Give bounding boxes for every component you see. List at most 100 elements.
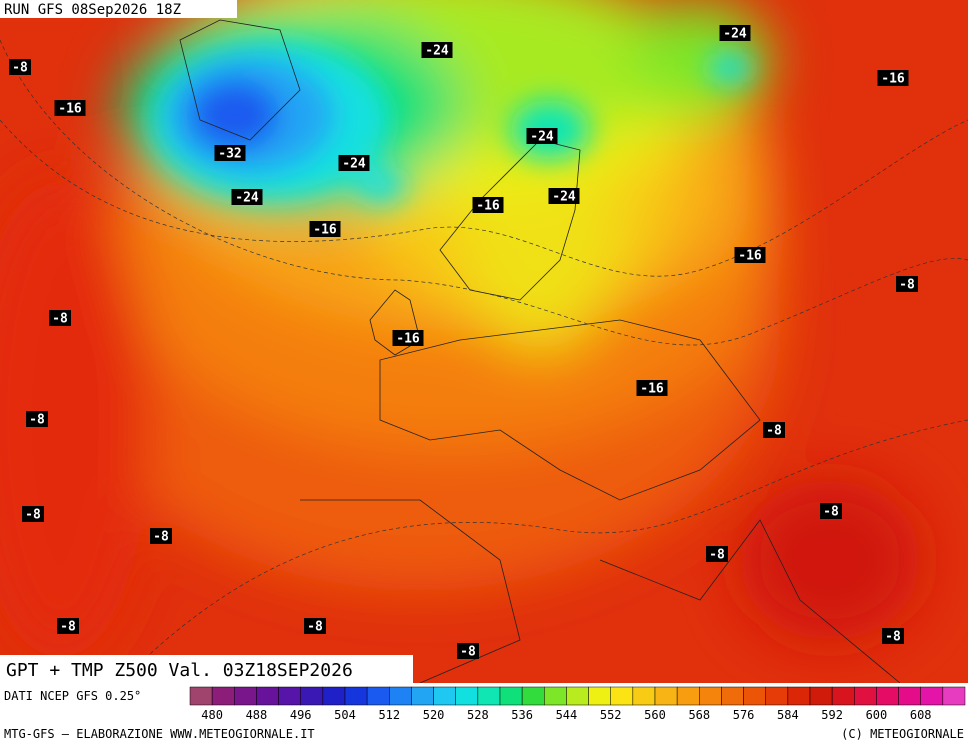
legend-swatch — [366, 686, 390, 706]
legend-swatch — [211, 686, 235, 706]
isotherm-label: -16 — [640, 382, 664, 397]
legend-swatch — [544, 686, 567, 706]
legend-swatch — [499, 686, 523, 706]
legend-swatch — [477, 686, 501, 706]
isotherm-label: -16 — [313, 223, 337, 238]
contours — [0, 39, 968, 684]
isotherm-box — [304, 618, 326, 634]
isotherm-label: -24 — [552, 190, 576, 205]
legend-label: 520 — [423, 708, 445, 722]
legend-label: 584 — [777, 708, 799, 722]
legend-swatch — [322, 686, 346, 706]
legend-swatch — [699, 686, 722, 706]
legend-label: 600 — [866, 708, 888, 722]
isotherm-box — [309, 221, 341, 237]
legend-swatch — [898, 686, 921, 706]
legend: 480 488 496 504 512 520 528 536 544 552 560 568 576 5… — [189, 686, 966, 722]
isotherm-label: -24 — [530, 130, 554, 145]
isotherm-label: -8 — [460, 645, 476, 660]
legend-swatch — [676, 686, 700, 706]
legend-swatch — [389, 686, 412, 706]
legend-swatch — [234, 686, 257, 706]
isotherm-label: -8 — [709, 548, 725, 563]
isotherm-box — [54, 100, 86, 116]
legend-swatch — [278, 686, 301, 706]
isotherm-label: -24 — [723, 27, 747, 42]
legend-swatch — [654, 686, 678, 706]
isotherm-box — [719, 25, 751, 41]
isotherm-box — [526, 128, 558, 144]
isotherm-label: -8 — [60, 620, 76, 635]
isotherm-box — [763, 422, 785, 438]
legend-label: 608 — [910, 708, 932, 722]
legend-label: 504 — [334, 708, 356, 722]
isotherm-box — [392, 330, 424, 346]
isotherm-box — [877, 70, 909, 86]
legend-label: 544 — [556, 708, 578, 722]
isotherm-label: -8 — [823, 505, 839, 520]
run-label: RUN GFS 08Sep2026 18Z — [4, 2, 181, 18]
legend-swatch — [300, 686, 324, 706]
isotherm-label: -32 — [218, 147, 241, 162]
legend-swatch — [743, 686, 766, 706]
copyright: (C) METEOGIORNALE — [841, 727, 964, 741]
legend-label: 480 — [201, 708, 223, 722]
isotherm-box — [882, 628, 904, 644]
legend-label: 528 — [467, 708, 489, 722]
isotherm-label: -8 — [153, 530, 169, 545]
legend-label: 592 — [821, 708, 843, 722]
isotherm-box — [338, 155, 370, 171]
isotherm-label: -16 — [738, 249, 762, 264]
isotherm-label: -8 — [899, 278, 915, 293]
isotherm-label: -16 — [58, 102, 82, 117]
isotherm-box — [49, 310, 71, 326]
legend-swatch — [256, 686, 279, 706]
isotherm-box — [636, 380, 668, 396]
legend-label: 576 — [733, 708, 755, 722]
isotherm-box — [26, 411, 48, 427]
isotherm-box — [57, 618, 79, 634]
legend-swatch — [765, 686, 789, 706]
legend-swatch — [455, 686, 479, 706]
isotherm-labels: -8 -16 -32 -24 -24 -16 -24 -24 -16 -24 -16 -24 -16 -8… — [9, 25, 918, 660]
legend-swatch — [854, 686, 877, 706]
legend-swatch — [411, 686, 434, 706]
header-box — [0, 0, 237, 18]
isotherm-label: -8 — [12, 61, 28, 76]
isotherm-box — [820, 503, 842, 519]
isotherm-box — [548, 188, 580, 204]
isotherm-label: -24 — [342, 157, 366, 172]
isotherm-label: -8 — [307, 620, 323, 635]
legend-swatch — [521, 686, 545, 706]
legend-swatch — [831, 686, 855, 706]
isotherm-label: -16 — [881, 72, 905, 87]
map-title: GPT + TMP Z500 Val. 03Z18SEP2026 — [6, 660, 353, 681]
source: DATI NCEP GFS 0.25° — [4, 689, 141, 703]
legend-swatch — [942, 686, 966, 706]
isotherm-box — [214, 145, 246, 161]
legend-swatch — [809, 686, 833, 706]
isotherm-label: -8 — [885, 630, 901, 645]
legend-label: 512 — [378, 708, 400, 722]
isotherm-label: -8 — [25, 508, 41, 523]
legend-swatch — [566, 686, 589, 706]
field — [0, 0, 968, 683]
legend-label: 488 — [246, 708, 268, 722]
legend-swatch — [787, 686, 811, 706]
isotherm-box — [734, 247, 766, 263]
legend-swatch — [189, 686, 213, 706]
isotherm-box — [150, 528, 172, 544]
legend-label: 568 — [688, 708, 710, 722]
isotherm-label: -24 — [425, 44, 449, 59]
legend-label: 560 — [644, 708, 666, 722]
legend-swatch — [610, 686, 634, 706]
credit: MTG-GFS — ELABORAZIONE WWW.METEOGIORNALE… — [4, 727, 315, 741]
legend-swatch — [632, 686, 656, 706]
legend-label: 536 — [511, 708, 533, 722]
isotherm-label: -8 — [52, 312, 68, 327]
legend-swatch — [344, 686, 368, 706]
isotherm-label: -8 — [766, 424, 782, 439]
isotherm-box — [896, 276, 918, 292]
